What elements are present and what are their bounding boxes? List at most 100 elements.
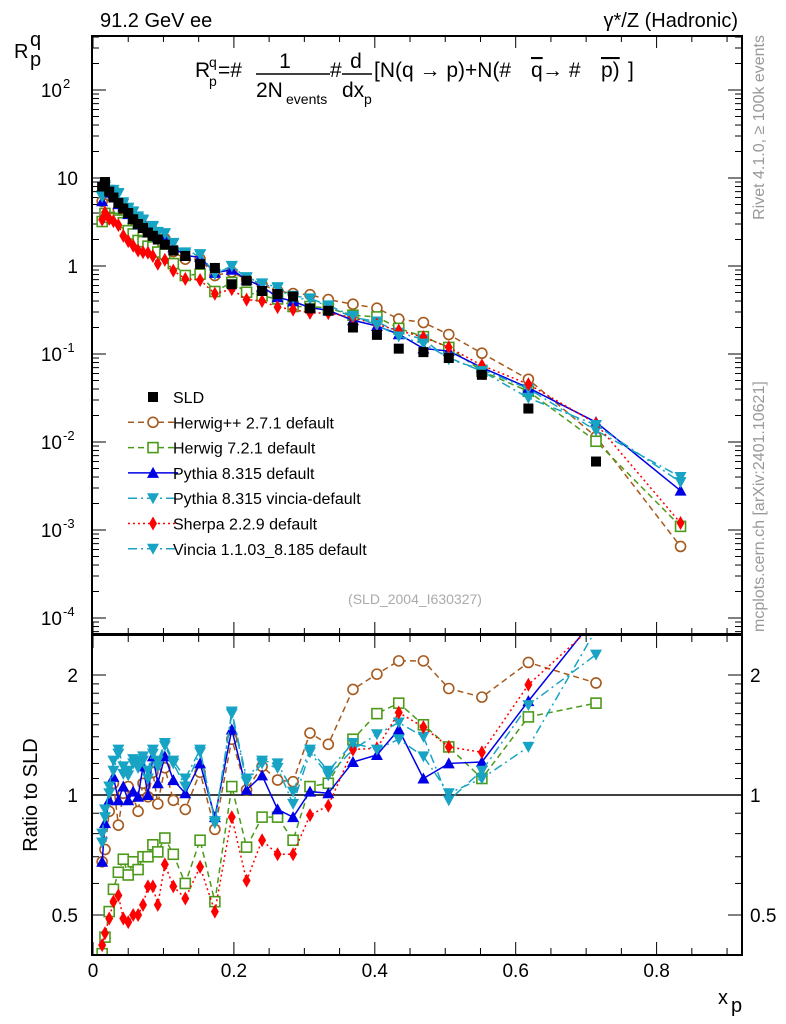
data-point [590, 420, 603, 432]
ratio-point [167, 794, 180, 807]
legend-item: Pythia 8.315 vincia-default [128, 491, 361, 508]
y-tick-label: 10 [57, 169, 78, 190]
ratio-point [475, 773, 488, 785]
data-point [194, 249, 207, 261]
data-point [590, 435, 602, 448]
data-point [139, 245, 148, 260]
ratio-point [179, 877, 192, 890]
ratio-point [98, 938, 107, 953]
ratio-point [475, 755, 488, 767]
legend-marker [149, 516, 157, 531]
ratio-point [141, 773, 154, 785]
ratio-point [122, 794, 135, 806]
ratio-point [122, 765, 135, 777]
ratio-point [109, 894, 118, 909]
ratio-point [442, 788, 455, 800]
ratio-point [225, 723, 238, 735]
ratio-point [137, 755, 150, 767]
y-tick-label: 10 [41, 521, 62, 542]
ratio-point [151, 761, 164, 773]
series-sld [97, 177, 602, 467]
ratio-point [287, 775, 299, 788]
data-point [196, 273, 205, 288]
ratio-series-herwig-7-2-1-default [96, 697, 602, 954]
ratio-point [132, 805, 144, 818]
ratio-point [271, 774, 284, 786]
data-point [241, 275, 252, 286]
x-tick-label: 0.2 [221, 961, 247, 982]
ratio-point [96, 837, 109, 849]
ratio-point [179, 773, 192, 785]
ratio-point [179, 781, 192, 793]
y-axis-label-sub: p [30, 49, 41, 71]
data-point [152, 234, 163, 245]
ratio-point [194, 834, 206, 847]
ratio-point [392, 734, 405, 746]
ratio-point [419, 720, 428, 735]
ratio-point [592, 616, 600, 630]
ratio-point [590, 649, 603, 661]
y-tick-exponent: -1 [63, 340, 75, 355]
ratio-point [417, 655, 430, 667]
ratio-point [522, 656, 535, 669]
ratio-point [305, 808, 314, 823]
formula-dden-sub: p [364, 91, 372, 107]
data-point [304, 303, 315, 314]
formula-close: ] [628, 59, 634, 82]
formula-num: 1 [279, 50, 291, 73]
legend-marker [148, 392, 158, 402]
ratio-point [522, 741, 535, 753]
ratio-point [417, 751, 430, 763]
data-point [209, 262, 220, 273]
ratio-point [303, 744, 316, 756]
ratio-point [287, 798, 300, 810]
ratio-point [103, 781, 116, 793]
x-axis-label-sub: p [731, 995, 742, 1017]
ratio-point [590, 677, 602, 689]
formula-dnum: d [350, 50, 362, 73]
ratio-point [132, 790, 145, 802]
ratio-point [152, 798, 164, 810]
ratio-point [96, 855, 109, 867]
data-point [148, 249, 157, 264]
ratio-point [142, 850, 154, 863]
y-tick-exponent: 2 [63, 76, 70, 91]
ratio-point [258, 833, 267, 848]
data-point [476, 369, 487, 380]
ratio-point [225, 706, 238, 718]
data-point [674, 484, 687, 496]
ratio-point [256, 769, 269, 781]
mcplots-credit-text: mcplots.cern.ch [arXiv:2401.10621] [751, 381, 768, 632]
ratio-point [208, 818, 221, 830]
ratio-point [242, 873, 251, 888]
formula-hash: # [330, 59, 342, 82]
ratio-tick-label: 0.5 [52, 906, 78, 927]
ratio-point [394, 705, 403, 720]
ratio-point [370, 729, 383, 741]
ratio-point [417, 772, 430, 784]
ratio-point [122, 869, 135, 881]
data-point [146, 220, 159, 232]
ratio-point [256, 755, 269, 767]
ratio-point [179, 803, 192, 816]
legend-marker [147, 441, 159, 454]
formula-pbar: p) [601, 59, 620, 82]
ratio-tick-label-right: 0.5 [750, 906, 776, 927]
legend-label: Sherpa 2.2.9 default [173, 517, 318, 534]
x-tick-label: 0.6 [502, 961, 528, 982]
ratio-point [114, 888, 123, 903]
ratio-point [271, 803, 284, 815]
data-point [181, 271, 190, 286]
ratio-point [194, 757, 207, 769]
ratio-point [167, 848, 180, 861]
ratio-point [141, 789, 154, 800]
ratio-point [590, 697, 602, 709]
ratio-point [370, 744, 383, 756]
ratio-point [146, 744, 159, 756]
ratio-point [158, 738, 171, 750]
data-point [210, 286, 219, 301]
ratio-point [167, 774, 180, 786]
x-tick-label: 0.8 [643, 961, 669, 982]
